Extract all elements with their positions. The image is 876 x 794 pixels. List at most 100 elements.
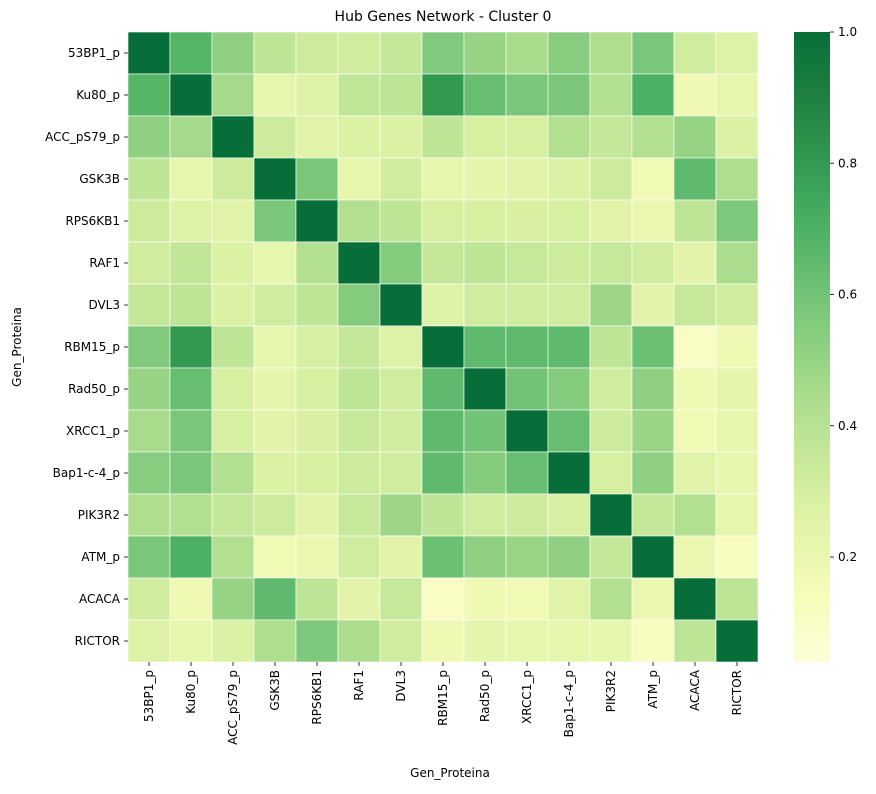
heatmap-cell: [421, 199, 465, 243]
heatmap-cell: [253, 367, 297, 411]
heatmap-cell: [505, 619, 549, 663]
heatmap-cell: [421, 241, 465, 285]
heatmap-cell: [715, 325, 759, 369]
heatmap-cell: [253, 577, 297, 621]
heatmap-cell: [253, 535, 297, 579]
x-tick-label: GSK3B: [268, 670, 282, 711]
heatmap-cell: [337, 241, 381, 285]
y-tick-label: ATM_p: [81, 550, 120, 564]
heatmap-cell: [211, 157, 255, 201]
heatmap-cell: [379, 577, 423, 621]
heatmap-cell: [589, 241, 633, 285]
y-tick-label: ACC_pS79_p: [45, 130, 120, 144]
heatmap-cell: [505, 73, 549, 117]
heatmap-cell: [127, 367, 171, 411]
heatmap-cell: [127, 619, 171, 663]
y-tick-label: PIK3R2: [78, 508, 120, 522]
heatmap-cell: [169, 241, 213, 285]
x-tick-label: DVL3: [394, 670, 408, 702]
heatmap-cell: [463, 283, 507, 327]
heatmap-cell: [337, 199, 381, 243]
heatmap-cell: [547, 409, 591, 453]
heatmap-cell: [463, 409, 507, 453]
heatmap-cell: [631, 115, 675, 159]
heatmap-cell: [337, 283, 381, 327]
heatmap-cell: [547, 367, 591, 411]
heatmap-cell: [337, 115, 381, 159]
heatmap-cell: [421, 577, 465, 621]
heatmap-cell: [127, 115, 171, 159]
y-tick-label: RBM15_p: [64, 340, 120, 354]
heatmap-cell: [337, 157, 381, 201]
heatmap-cell: [379, 325, 423, 369]
heatmap-cell: [211, 367, 255, 411]
heatmap-cell: [253, 325, 297, 369]
heatmap-cell: [211, 283, 255, 327]
heatmap-cell: [673, 31, 717, 75]
heatmap-cell: [421, 409, 465, 453]
heatmap-cell: [673, 241, 717, 285]
heatmap-cell: [547, 73, 591, 117]
heatmap-cell: [715, 409, 759, 453]
heatmap-cell: [295, 577, 339, 621]
heatmap-cell: [421, 115, 465, 159]
heatmap-cell: [463, 493, 507, 537]
heatmap-cell: [547, 241, 591, 285]
heatmap-cell: [715, 577, 759, 621]
heatmap-cell: [715, 115, 759, 159]
heatmap-cell: [337, 451, 381, 495]
heatmap-cell: [673, 577, 717, 621]
heatmap-cell: [631, 451, 675, 495]
heatmap-cell: [295, 535, 339, 579]
heatmap-cell: [505, 451, 549, 495]
heatmap-cell: [211, 493, 255, 537]
heatmap-cell: [295, 115, 339, 159]
colorbar-tick-label: 0.4: [838, 419, 857, 433]
heatmap-cell: [337, 31, 381, 75]
heatmap-cell: [169, 619, 213, 663]
heatmap-cell: [715, 283, 759, 327]
heatmap-cell: [463, 199, 507, 243]
heatmap-cell: [631, 409, 675, 453]
colorbar-tick-label: 0.8: [838, 156, 857, 170]
heatmap-cell: [421, 283, 465, 327]
heatmap-cell: [589, 199, 633, 243]
x-axis-label: Gen_Proteina: [410, 766, 490, 780]
heatmap-cell: [127, 535, 171, 579]
heatmap-cell: [295, 451, 339, 495]
heatmap-cell: [337, 73, 381, 117]
heatmap-cell: [505, 409, 549, 453]
heatmap-cell: [169, 199, 213, 243]
heatmap-cell: [547, 493, 591, 537]
heatmap-cell: [631, 199, 675, 243]
heatmap-cell: [379, 367, 423, 411]
heatmap-cell: [673, 535, 717, 579]
heatmap-cell: [379, 409, 423, 453]
heatmap-cell: [211, 409, 255, 453]
heatmap-cell: [421, 73, 465, 117]
heatmap-cell: [673, 157, 717, 201]
x-tick-label: XRCC1_p: [520, 670, 534, 724]
x-tick-label: RAF1: [352, 670, 366, 701]
heatmap-cell: [421, 451, 465, 495]
heatmap-cell: [337, 577, 381, 621]
heatmap-cell: [295, 283, 339, 327]
heatmap-cell: [211, 31, 255, 75]
heatmap-cell: [463, 619, 507, 663]
heatmap-cells: [127, 31, 759, 663]
y-tick-label: ACACA: [79, 592, 121, 606]
heatmap-cell: [463, 157, 507, 201]
x-tick-label: 53BP1_p: [142, 670, 156, 722]
x-tick-label: RICTOR: [730, 670, 744, 715]
heatmap-cell: [211, 619, 255, 663]
heatmap-cell: [547, 157, 591, 201]
colorbar-tick-label: 1.0: [838, 25, 857, 39]
heatmap-cell: [631, 577, 675, 621]
heatmap-cell: [127, 451, 171, 495]
heatmap-cell: [547, 535, 591, 579]
heatmap-cell: [631, 283, 675, 327]
y-tick-label: RICTOR: [75, 634, 120, 648]
heatmap-cell: [169, 367, 213, 411]
